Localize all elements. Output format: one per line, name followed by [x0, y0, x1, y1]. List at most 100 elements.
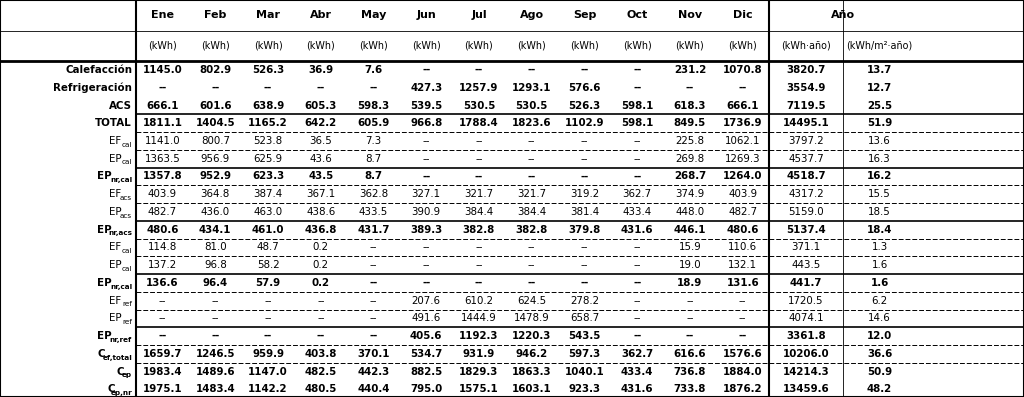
Text: 598.1: 598.1 — [621, 118, 653, 128]
Text: 321.7: 321.7 — [517, 189, 546, 199]
Text: 431.6: 431.6 — [621, 384, 653, 395]
Text: --: -- — [739, 314, 746, 324]
Text: 132.1: 132.1 — [728, 260, 757, 270]
Text: 440.4: 440.4 — [357, 384, 390, 395]
Text: 1.3: 1.3 — [871, 243, 888, 252]
Text: --: -- — [634, 243, 641, 252]
Text: 441.7: 441.7 — [790, 278, 822, 288]
Text: 403.9: 403.9 — [148, 189, 177, 199]
Text: 1444.9: 1444.9 — [461, 314, 497, 324]
Text: (kWh): (kWh) — [359, 41, 388, 51]
Text: 14495.1: 14495.1 — [782, 118, 829, 128]
Text: 601.6: 601.6 — [199, 100, 231, 110]
Text: 446.1: 446.1 — [674, 225, 707, 235]
Text: --: -- — [686, 296, 693, 306]
Text: TOTAL: TOTAL — [95, 118, 132, 128]
Text: 1603.1: 1603.1 — [512, 384, 552, 395]
Text: 4317.2: 4317.2 — [788, 189, 823, 199]
Text: --: -- — [527, 278, 536, 288]
Text: --: -- — [581, 65, 589, 75]
Text: 8.7: 8.7 — [366, 154, 382, 164]
Text: 605.3: 605.3 — [304, 100, 337, 110]
Text: 443.5: 443.5 — [792, 260, 820, 270]
Text: 362.7: 362.7 — [623, 189, 651, 199]
Text: 434.1: 434.1 — [199, 225, 231, 235]
Text: --: -- — [527, 65, 536, 75]
Text: C: C — [97, 349, 104, 359]
Text: --: -- — [422, 278, 430, 288]
Text: 1269.3: 1269.3 — [725, 154, 761, 164]
Text: C: C — [108, 384, 115, 395]
Text: 1363.5: 1363.5 — [144, 154, 180, 164]
Text: 379.8: 379.8 — [568, 225, 600, 235]
Text: --: -- — [633, 278, 641, 288]
Text: 110.6: 110.6 — [728, 243, 757, 252]
Text: ep,nr: ep,nr — [111, 390, 132, 396]
Text: 923.3: 923.3 — [568, 384, 600, 395]
Text: 0.2: 0.2 — [312, 243, 329, 252]
Text: 539.5: 539.5 — [411, 100, 442, 110]
Text: --: -- — [738, 83, 746, 93]
Text: 16.3: 16.3 — [868, 154, 891, 164]
Text: (kWh/m²·año): (kWh/m²·año) — [847, 41, 912, 51]
Text: --: -- — [264, 296, 271, 306]
Text: 225.8: 225.8 — [676, 136, 705, 146]
Text: C: C — [117, 367, 125, 377]
Text: 931.9: 931.9 — [463, 349, 495, 359]
Text: --: -- — [634, 314, 641, 324]
Text: EP: EP — [109, 207, 121, 217]
Text: --: -- — [475, 243, 482, 252]
Text: EP: EP — [109, 314, 121, 324]
Text: 10206.0: 10206.0 — [782, 349, 829, 359]
Text: --: -- — [370, 243, 377, 252]
Text: 3361.8: 3361.8 — [786, 331, 825, 341]
Text: --: -- — [581, 136, 588, 146]
Text: nr,cal: nr,cal — [110, 177, 132, 183]
Text: 666.1: 666.1 — [726, 100, 759, 110]
Text: 733.8: 733.8 — [674, 384, 707, 395]
Text: 269.8: 269.8 — [676, 154, 705, 164]
Text: 13.6: 13.6 — [868, 136, 891, 146]
Text: 959.9: 959.9 — [252, 349, 284, 359]
Text: 387.4: 387.4 — [253, 189, 283, 199]
Text: 1246.5: 1246.5 — [196, 349, 236, 359]
Text: --: -- — [264, 331, 272, 341]
Text: --: -- — [686, 331, 694, 341]
Text: 96.8: 96.8 — [204, 260, 226, 270]
Text: 800.7: 800.7 — [201, 136, 229, 146]
Text: (kWh): (kWh) — [728, 41, 757, 51]
Text: --: -- — [739, 296, 746, 306]
Text: 390.9: 390.9 — [412, 207, 440, 217]
Text: 1070.8: 1070.8 — [723, 65, 763, 75]
Text: 480.5: 480.5 — [304, 384, 337, 395]
Text: Ene: Ene — [152, 10, 174, 20]
Text: 480.6: 480.6 — [726, 225, 759, 235]
Text: 1.6: 1.6 — [871, 260, 888, 270]
Text: 1736.9: 1736.9 — [723, 118, 763, 128]
Text: --: -- — [581, 278, 589, 288]
Text: 1576.6: 1576.6 — [723, 349, 763, 359]
Text: (kWh·año): (kWh·año) — [781, 41, 830, 51]
Text: 438.6: 438.6 — [306, 207, 336, 217]
Text: --: -- — [423, 243, 430, 252]
Text: --: -- — [633, 83, 641, 93]
Text: --: -- — [475, 278, 483, 288]
Text: 319.2: 319.2 — [570, 189, 599, 199]
Text: 802.9: 802.9 — [200, 65, 231, 75]
Text: 43.6: 43.6 — [309, 154, 332, 164]
Text: 1829.3: 1829.3 — [460, 367, 499, 377]
Text: --: -- — [581, 154, 588, 164]
Text: --: -- — [475, 260, 482, 270]
Text: Mar: Mar — [256, 10, 280, 20]
Text: 15.5: 15.5 — [868, 189, 891, 199]
Text: 13459.6: 13459.6 — [782, 384, 829, 395]
Text: 16.2: 16.2 — [867, 172, 892, 181]
Text: --: -- — [581, 172, 589, 181]
Text: EF: EF — [109, 243, 121, 252]
Text: 1483.4: 1483.4 — [196, 384, 236, 395]
Text: --: -- — [159, 331, 167, 341]
Text: 137.2: 137.2 — [148, 260, 177, 270]
Text: --: -- — [634, 296, 641, 306]
Text: 795.0: 795.0 — [411, 384, 442, 395]
Text: EP: EP — [109, 154, 121, 164]
